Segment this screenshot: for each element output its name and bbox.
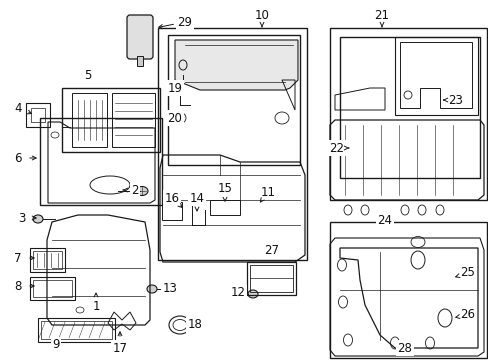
Bar — [329, 28, 486, 200]
Text: 19: 19 — [167, 81, 182, 95]
Text: 4: 4 — [14, 102, 21, 114]
Ellipse shape — [136, 186, 148, 195]
Bar — [38, 318, 115, 342]
Text: 8: 8 — [14, 279, 21, 292]
Text: 10: 10 — [254, 9, 269, 22]
Text: 1: 1 — [92, 300, 100, 312]
Bar — [33, 280, 72, 297]
FancyBboxPatch shape — [127, 15, 153, 59]
Bar — [246, 262, 295, 295]
Text: 26: 26 — [460, 309, 474, 321]
Bar — [33, 251, 62, 269]
Text: 13: 13 — [162, 282, 177, 294]
Text: 3: 3 — [18, 212, 26, 225]
Text: 29: 29 — [177, 15, 192, 28]
Text: 16: 16 — [164, 192, 179, 204]
Text: 7: 7 — [14, 252, 21, 265]
Bar — [30, 248, 65, 272]
Bar — [209, 200, 240, 215]
Bar — [30, 277, 75, 300]
Text: 22: 22 — [329, 141, 344, 154]
Bar — [394, 37, 477, 115]
Bar — [112, 93, 155, 147]
Bar — [31, 108, 45, 122]
Ellipse shape — [247, 290, 258, 298]
Text: 17: 17 — [112, 342, 127, 355]
Bar — [72, 93, 107, 147]
Text: 9: 9 — [52, 338, 60, 351]
PathPatch shape — [175, 40, 297, 90]
Text: 21: 21 — [374, 9, 389, 22]
Bar — [329, 222, 486, 358]
Text: 11: 11 — [260, 185, 275, 198]
Text: 14: 14 — [189, 192, 204, 204]
Text: 27: 27 — [264, 243, 279, 257]
Text: 20: 20 — [167, 112, 182, 125]
Text: 25: 25 — [460, 266, 474, 279]
Bar — [40, 118, 162, 205]
Bar — [62, 88, 160, 152]
Bar — [26, 103, 50, 127]
Text: 24: 24 — [377, 213, 392, 226]
Text: 5: 5 — [84, 68, 92, 81]
Bar — [168, 35, 299, 165]
Bar — [162, 202, 182, 220]
Text: 15: 15 — [217, 181, 232, 194]
Ellipse shape — [147, 285, 157, 293]
Ellipse shape — [33, 215, 43, 223]
Text: 18: 18 — [187, 319, 202, 332]
Text: 6: 6 — [14, 152, 21, 165]
Bar — [41, 321, 112, 339]
Bar — [137, 56, 142, 66]
Text: 28: 28 — [397, 342, 411, 355]
Text: 23: 23 — [447, 94, 463, 107]
Bar — [339, 37, 479, 178]
Text: 2: 2 — [131, 184, 139, 197]
Text: 12: 12 — [230, 287, 245, 300]
Bar — [249, 265, 292, 292]
Bar — [158, 28, 306, 260]
